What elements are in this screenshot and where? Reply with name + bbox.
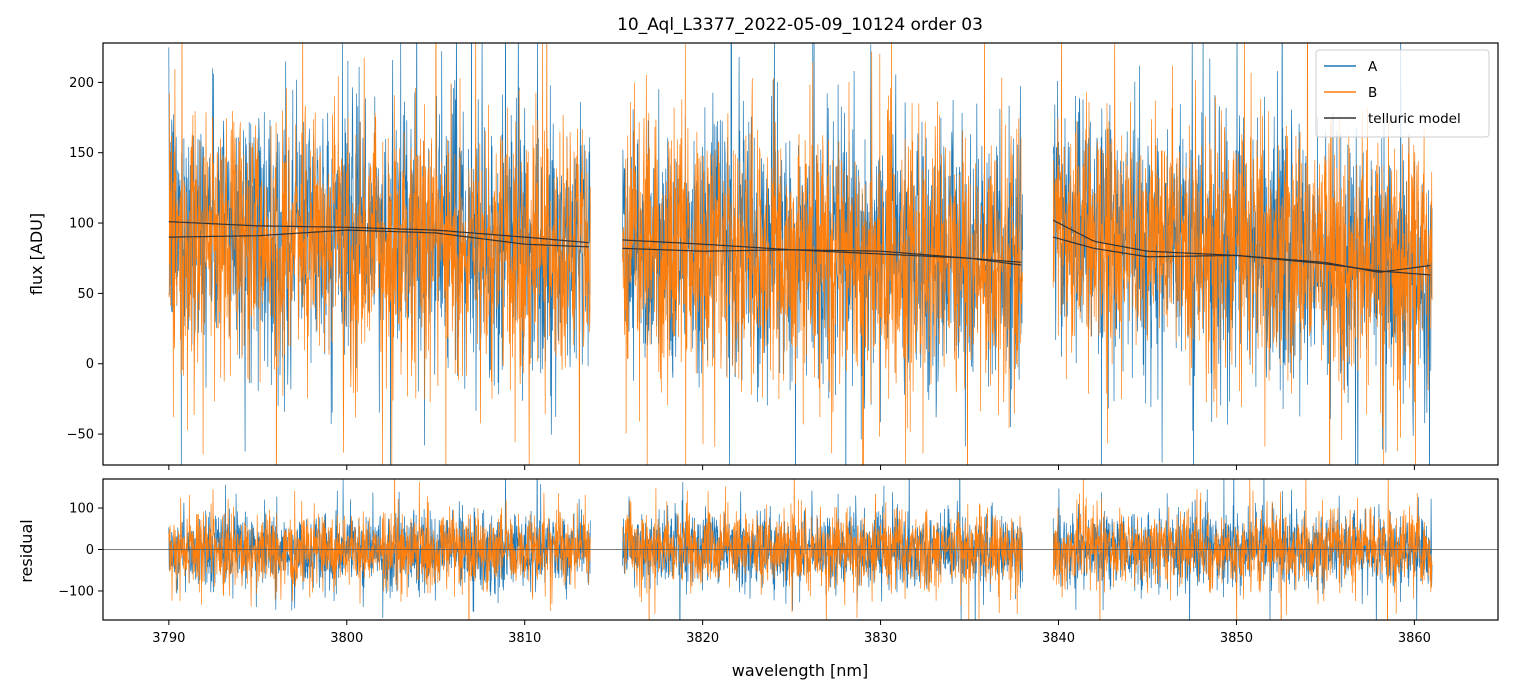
residual-panel: 100 0 −100 3790 3800 3810 3820 3830 3840 3850 386… xyxy=(17,478,1499,646)
flux-y-tick-label: −50 xyxy=(67,428,94,443)
residual-x-ticks: 3790 3800 3810 3820 3830 3840 3850 3860 xyxy=(152,620,1431,646)
residual-y-tick-label: 0 xyxy=(86,543,94,558)
telluric-model-curve-2-segment-1 xyxy=(168,229,589,248)
x-tick-label: 3840 xyxy=(1042,631,1075,646)
series-a-flux-segment-1 xyxy=(168,43,591,465)
flux-y-tick-label: 150 xyxy=(69,146,94,161)
flux-y-ticks: 200 150 100 50 0 −50 xyxy=(67,76,103,443)
series-b-residual-segment-1 xyxy=(168,479,591,620)
legend-label-a: A xyxy=(1368,59,1378,75)
x-tick-label: 3800 xyxy=(330,631,363,646)
telluric-model-curve-2-segment-2 xyxy=(622,247,1022,266)
flux-y-tick-label: 200 xyxy=(69,76,94,91)
flux-x-ticks xyxy=(168,465,1415,470)
legend-label-model: telluric model xyxy=(1368,111,1461,127)
legend-box xyxy=(1315,49,1490,138)
telluric-model-curve-1-segment-1 xyxy=(168,221,589,244)
x-tick-label: 3850 xyxy=(1220,631,1253,646)
x-tick-label: 3860 xyxy=(1398,631,1431,646)
flux-axes-frame xyxy=(102,42,1499,466)
residual-y-ticks: 100 0 −100 xyxy=(58,502,103,599)
telluric-model-curve-2-segment-3 xyxy=(1053,236,1431,273)
flux-plot-area xyxy=(168,43,1433,465)
residual-y-tick-label: 100 xyxy=(69,502,94,517)
series-b-residual-segment-2 xyxy=(622,479,1023,620)
x-tick-label: 3790 xyxy=(152,631,185,646)
legend-label-b: B xyxy=(1368,85,1377,101)
series-b-flux-segment-2 xyxy=(622,43,1023,465)
x-tick-label: 3810 xyxy=(508,631,541,646)
x-axis-label: wavelength [nm] xyxy=(732,661,869,680)
residual-plot-area xyxy=(103,479,1498,620)
chart-title: 10_Aql_L3377_2022-05-09_10124 order 03 xyxy=(617,15,983,35)
legend: A B telluric model xyxy=(1315,49,1490,138)
series-a-residual-segment-3 xyxy=(1052,479,1433,620)
flux-y-tick-label: 100 xyxy=(69,217,94,232)
flux-y-axis-label: flux [ADU] xyxy=(27,213,46,295)
residual-y-axis-label: residual xyxy=(17,519,36,582)
x-tick-label: 3830 xyxy=(864,631,897,646)
flux-y-tick-label: 50 xyxy=(77,287,94,302)
x-tick-label: 3820 xyxy=(686,631,719,646)
series-b-flux-segment-3 xyxy=(1052,43,1433,465)
series-b-flux-segment-1 xyxy=(168,43,591,465)
residual-y-tick-label: −100 xyxy=(58,584,94,599)
flux-panel: 200 150 100 50 0 −50 flux [ADU] A B telluric … xyxy=(27,42,1499,470)
flux-y-tick-label: 0 xyxy=(86,357,94,372)
series-b-residual-segment-3 xyxy=(1052,479,1433,620)
